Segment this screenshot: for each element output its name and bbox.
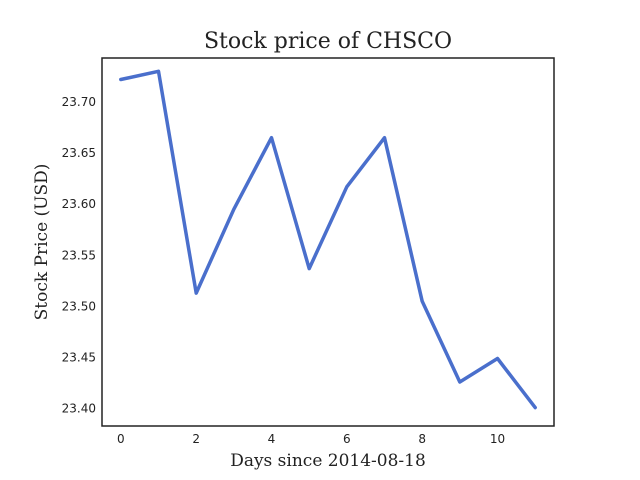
y-tick-label: 23.50 — [62, 299, 96, 313]
x-axis-label: Days since 2014-08-18 — [230, 451, 426, 471]
y-tick-label: 23.55 — [62, 248, 96, 262]
x-tick-label: 2 — [192, 432, 200, 446]
series-lines — [119, 69, 537, 410]
x-tick-label: 6 — [343, 432, 351, 446]
x-tick-label: 8 — [418, 432, 426, 446]
series-line — [119, 69, 537, 410]
y-tick-label: 23.60 — [62, 197, 96, 211]
chart-title: Stock price of CHSCO — [204, 29, 452, 54]
x-axis: 0 2 4 6 8 10 — [117, 432, 505, 446]
y-axis-label: Stock Price (USD) — [32, 164, 52, 321]
y-tick-label: 23.65 — [62, 146, 96, 160]
y-tick-label: 23.45 — [62, 351, 96, 365]
plot-frame — [101, 57, 555, 427]
x-tick-label: 10 — [490, 432, 505, 446]
y-axis: 23.40 23.45 23.50 23.55 23.60 23.65 23.70 — [62, 95, 96, 416]
y-tick-label: 23.70 — [62, 95, 96, 109]
y-tick-label: 23.40 — [62, 402, 96, 416]
x-tick-label: 0 — [117, 432, 125, 446]
x-tick-label: 4 — [268, 432, 276, 446]
